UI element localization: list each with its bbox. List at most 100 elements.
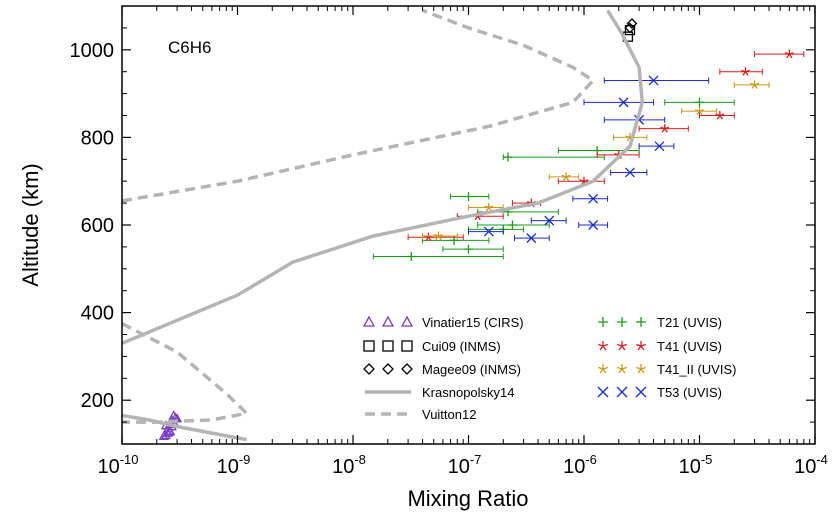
data-point [784, 49, 794, 59]
x-tick-label: 10-10 [97, 452, 138, 478]
data-point [654, 141, 665, 152]
legend-marker [598, 317, 608, 327]
legend-marker [636, 364, 646, 374]
legend-label: Magee09 (INMS) [422, 362, 521, 377]
error-bar [610, 169, 648, 176]
error-bar [638, 143, 675, 150]
series-line [122, 8, 596, 203]
error-bar [754, 51, 805, 58]
y-tick-label: 400 [81, 303, 114, 325]
data-point [695, 106, 704, 116]
legend-label: T21 (UVIS) [657, 315, 722, 330]
data-point [503, 152, 513, 162]
series-line [122, 9, 645, 345]
data-point [695, 97, 704, 107]
y-axis-title: Altitude (km) [18, 163, 43, 286]
legend-label: Vinatier15 (CIRS) [422, 315, 524, 330]
legend-marker [616, 386, 628, 398]
data-point [464, 192, 473, 202]
series-vuitton12 [122, 8, 596, 203]
legend-marker [636, 341, 646, 351]
error-bar [442, 246, 504, 253]
legend-marker [400, 315, 414, 327]
data-point [626, 18, 638, 29]
y-tick-label: 600 [81, 215, 114, 237]
legend-marker [617, 341, 627, 351]
axis-layer: 10-10 10-9 10-8 10-7 10-6 10-5 10-4 200 400 600 80… [70, 6, 828, 478]
series-vuitton12 [122, 322, 251, 424]
legend-label: T41 (UVIS) [657, 339, 722, 354]
series-layer [122, 8, 805, 442]
error-bar [733, 81, 770, 88]
legend-marker [598, 341, 608, 351]
error-bar [557, 178, 605, 185]
error-bar [603, 77, 710, 84]
legend-marker [363, 363, 375, 375]
legend-item: Vuitton12 [365, 407, 476, 422]
data-point [740, 67, 750, 76]
data-point [507, 220, 517, 230]
x-tick-label: 10-9 [217, 452, 251, 478]
series-t41-uvis- [407, 49, 805, 242]
data-point [423, 232, 433, 242]
y-tick-label: 1000 [70, 40, 115, 62]
legend-item: T41_II (UVIS) [598, 362, 736, 377]
data-point [588, 193, 599, 204]
series-line [122, 322, 251, 424]
legend-marker [597, 386, 609, 398]
legend-label: Vuitton12 [422, 407, 476, 422]
error-bar [372, 253, 504, 260]
error-bar [407, 234, 464, 241]
legend-marker [362, 315, 376, 327]
data-point [464, 244, 473, 254]
data-point [715, 111, 725, 120]
data-point [434, 231, 443, 240]
error-bar [699, 112, 735, 119]
error-bar [719, 68, 763, 75]
legend-item: T21 (UVIS) [598, 315, 722, 330]
x-tick-label: 10-7 [448, 452, 482, 478]
legend-marker [363, 340, 375, 352]
series-krasnopolsky14 [122, 9, 645, 345]
series-krasnopolsky14 [122, 413, 247, 442]
plot-frame [121, 5, 816, 445]
error-bar [572, 195, 609, 202]
legend-marker [617, 364, 627, 374]
y-tick-label: 800 [81, 127, 114, 149]
legend-marker [401, 363, 413, 375]
x-axis-title: Mixing Ratio [407, 486, 528, 511]
legend-item: T53 (UVIS) [597, 385, 722, 400]
legend-item: Krasnopolsky14 [365, 385, 515, 400]
error-bar [548, 173, 580, 180]
error-bar [603, 116, 666, 123]
legend-label: Krasnopolsky14 [422, 385, 515, 400]
legend-marker [382, 340, 394, 352]
series-magee09-inms- [624, 18, 638, 34]
legend-item: Cui09 (INMS) [363, 339, 501, 354]
y-tick-label: 200 [81, 390, 114, 412]
error-bar [468, 228, 504, 235]
data-point [526, 233, 537, 244]
x-tick-label: 10-5 [679, 452, 713, 478]
legend-item: T41 (UVIS) [598, 339, 722, 354]
legend-label: Cui09 (INMS) [422, 339, 501, 354]
data-point [648, 75, 659, 86]
data-point [624, 22, 636, 34]
data-point [158, 430, 169, 440]
legend-label: T53 (UVIS) [657, 385, 722, 400]
series-t53-uvis- [468, 75, 710, 244]
legend-label: T41_II (UVIS) [657, 362, 736, 377]
data-point [484, 202, 494, 212]
data-point [561, 172, 571, 181]
data-point [483, 226, 494, 237]
legend-marker [381, 315, 395, 327]
series-line [122, 413, 247, 442]
legend-item: Vinatier15 (CIRS) [362, 315, 524, 330]
data-point [406, 252, 416, 262]
x-tick-label: 10-8 [332, 452, 366, 478]
legend-marker [598, 364, 608, 374]
data-point [162, 427, 174, 437]
legend-marker [636, 317, 646, 327]
series-t41-ii-uvis- [422, 80, 770, 240]
